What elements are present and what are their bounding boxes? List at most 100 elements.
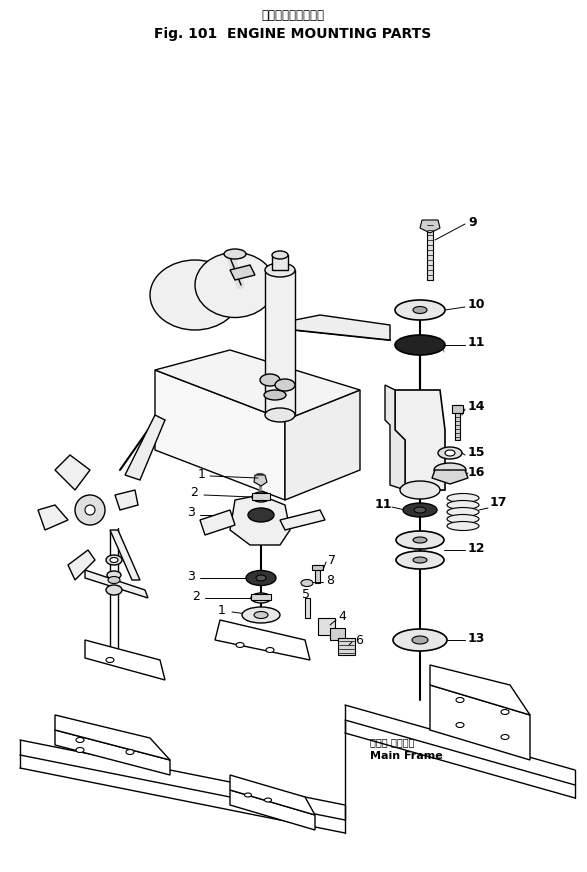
Polygon shape (230, 790, 315, 830)
Polygon shape (285, 390, 360, 500)
Polygon shape (385, 385, 405, 490)
Polygon shape (265, 270, 295, 415)
Ellipse shape (265, 798, 272, 802)
Polygon shape (68, 550, 95, 580)
Polygon shape (55, 715, 170, 760)
Ellipse shape (76, 738, 84, 742)
Polygon shape (254, 475, 267, 486)
Text: 17: 17 (490, 496, 508, 509)
Text: 14: 14 (468, 400, 485, 413)
Ellipse shape (266, 648, 274, 652)
Polygon shape (430, 685, 530, 760)
Ellipse shape (260, 374, 280, 386)
Ellipse shape (254, 611, 268, 618)
Polygon shape (155, 370, 285, 500)
Text: 16: 16 (468, 467, 485, 480)
Text: エンジン　取付部品: エンジン 取付部品 (261, 10, 325, 23)
Polygon shape (110, 530, 140, 580)
Polygon shape (215, 620, 310, 660)
Ellipse shape (110, 557, 118, 562)
Ellipse shape (413, 306, 427, 314)
Ellipse shape (275, 379, 295, 391)
Polygon shape (338, 638, 355, 655)
Polygon shape (230, 265, 255, 280)
Text: 12: 12 (468, 542, 485, 555)
Polygon shape (251, 594, 271, 600)
Ellipse shape (396, 531, 444, 549)
Ellipse shape (456, 723, 464, 727)
Polygon shape (85, 640, 165, 680)
Ellipse shape (264, 390, 286, 400)
Text: メイン フレーム: メイン フレーム (370, 737, 414, 747)
Text: Fig. 101  ENGINE MOUNTING PARTS: Fig. 101 ENGINE MOUNTING PARTS (154, 27, 431, 41)
Text: 8: 8 (326, 574, 334, 587)
Polygon shape (455, 405, 460, 440)
Text: 6: 6 (355, 633, 363, 646)
Ellipse shape (447, 501, 479, 509)
Ellipse shape (252, 492, 270, 502)
Polygon shape (55, 730, 170, 775)
Ellipse shape (265, 263, 295, 277)
Ellipse shape (265, 408, 295, 422)
Ellipse shape (501, 710, 509, 714)
Polygon shape (55, 455, 90, 490)
Ellipse shape (413, 557, 427, 563)
Text: Main Frame: Main Frame (370, 751, 443, 761)
Polygon shape (295, 315, 390, 340)
Polygon shape (430, 665, 530, 715)
Ellipse shape (414, 507, 426, 513)
Ellipse shape (76, 747, 84, 753)
Ellipse shape (108, 576, 120, 583)
Text: 2: 2 (192, 590, 200, 603)
Circle shape (85, 505, 95, 515)
Ellipse shape (245, 793, 251, 797)
Ellipse shape (106, 585, 122, 595)
Text: 1: 1 (218, 603, 226, 617)
Polygon shape (395, 390, 445, 490)
Text: 3: 3 (187, 507, 195, 520)
Polygon shape (312, 565, 323, 570)
Polygon shape (305, 598, 310, 618)
Ellipse shape (501, 734, 509, 739)
Ellipse shape (236, 643, 244, 648)
Polygon shape (230, 775, 315, 815)
Ellipse shape (456, 698, 464, 703)
Polygon shape (230, 495, 290, 545)
Text: 3: 3 (187, 569, 195, 582)
Ellipse shape (251, 593, 271, 603)
Polygon shape (38, 505, 68, 530)
Text: 7: 7 (328, 554, 336, 567)
Polygon shape (452, 405, 463, 413)
Text: 1: 1 (198, 468, 206, 481)
Ellipse shape (272, 251, 288, 259)
Ellipse shape (434, 463, 466, 477)
Ellipse shape (447, 514, 479, 523)
Polygon shape (115, 490, 138, 510)
Polygon shape (315, 565, 320, 583)
Ellipse shape (400, 481, 440, 499)
Text: 5: 5 (302, 589, 310, 602)
Polygon shape (330, 628, 345, 640)
Ellipse shape (242, 607, 280, 623)
Ellipse shape (246, 570, 276, 585)
Ellipse shape (403, 503, 437, 517)
Ellipse shape (438, 447, 462, 459)
Polygon shape (427, 220, 433, 280)
Ellipse shape (447, 508, 479, 516)
Polygon shape (420, 220, 440, 233)
Polygon shape (252, 493, 270, 500)
Ellipse shape (106, 555, 122, 565)
Ellipse shape (256, 575, 266, 581)
Polygon shape (155, 350, 360, 420)
Text: 15: 15 (468, 446, 485, 460)
Polygon shape (85, 570, 148, 598)
Ellipse shape (126, 750, 134, 754)
Ellipse shape (447, 494, 479, 502)
Ellipse shape (412, 636, 428, 644)
Ellipse shape (447, 521, 479, 530)
Text: 4: 4 (338, 610, 346, 623)
Polygon shape (272, 255, 288, 270)
Ellipse shape (395, 300, 445, 320)
Ellipse shape (106, 657, 114, 663)
Ellipse shape (150, 260, 240, 330)
